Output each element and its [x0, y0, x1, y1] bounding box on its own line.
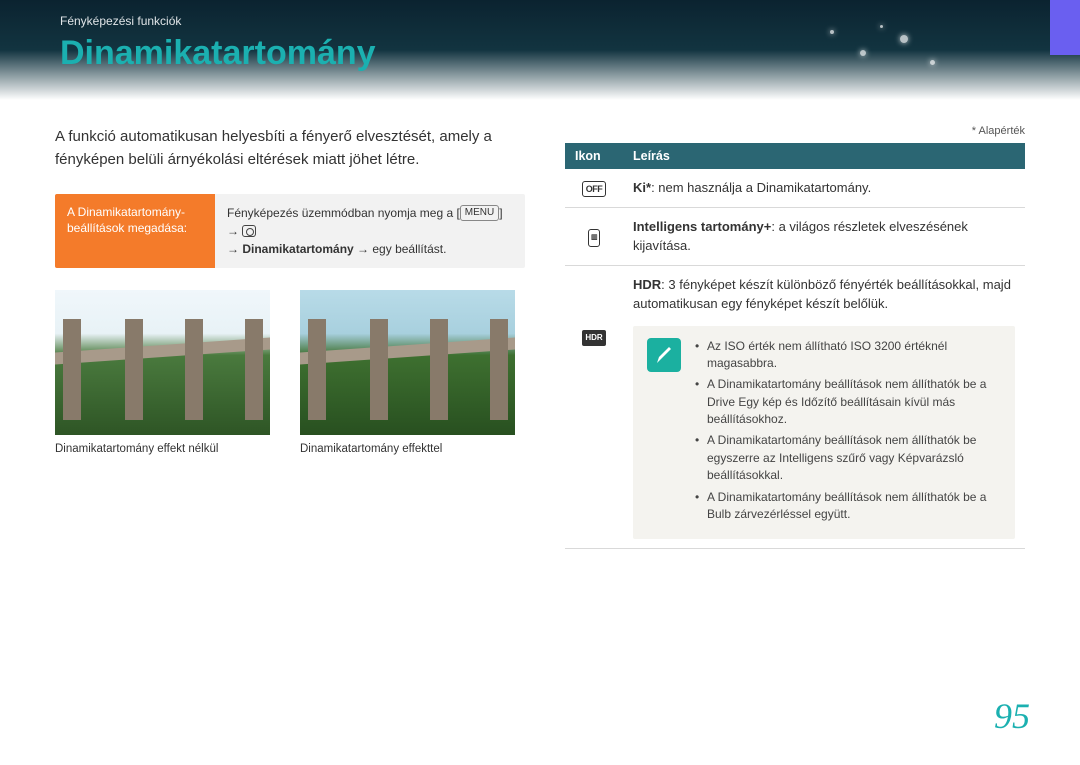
hdr-icon: HDR	[565, 265, 623, 549]
table-row: OFF Ki*: nem használja a Dinamikatartomá…	[565, 169, 1025, 207]
setting-body: Fényképezés üzemmódban nyomja meg a [MEN…	[215, 194, 525, 268]
sample-without-caption: Dinamikatartomány effekt nélkül	[55, 443, 270, 455]
intro-text: A funkció automatikusan helyesbíti a fén…	[55, 125, 525, 172]
table-row: ▥ Intelligens tartomány+: a világos rész…	[565, 207, 1025, 265]
row-desc: HDR: 3 fényképet készít különböző fényér…	[623, 265, 1025, 549]
sample-with-caption: Dinamikatartomány effekttel	[300, 443, 515, 455]
page-header: Fényképezési funkciók Dinamikatartomány	[0, 0, 1080, 100]
sample-with-img	[300, 290, 515, 435]
note-item: A Dinamikatartomány beállítások nem állí…	[695, 432, 1001, 484]
off-icon: OFF	[565, 169, 623, 207]
note-item: Az ISO érték nem állítható ISO 3200 érté…	[695, 338, 1001, 373]
note-list: Az ISO érték nem állítható ISO 3200 érté…	[695, 338, 1001, 528]
setting-label-line1: A Dinamikatartomány-	[67, 205, 185, 219]
pen-icon	[647, 338, 681, 372]
setting-label-line2: beállítások megadása:	[67, 221, 187, 235]
sample-with: Dinamikatartomány effekttel	[300, 290, 515, 455]
th-desc: Leírás	[623, 143, 1025, 169]
page-number: 95	[994, 695, 1030, 737]
spec-table: Ikon Leírás OFF Ki*: nem használja a Din…	[565, 143, 1025, 549]
setting-label: A Dinamikatartomány- beállítások megadás…	[55, 194, 215, 268]
th-icon: Ikon	[565, 143, 623, 169]
sample-without-img	[55, 290, 270, 435]
note-item: A Dinamikatartomány beállítások nem állí…	[695, 376, 1001, 428]
camera-icon	[242, 225, 256, 237]
content-area: A funkció automatikusan helyesbíti a fén…	[0, 100, 1080, 549]
side-tab	[1050, 0, 1080, 55]
setting-bold: Dinamikatartomány	[242, 242, 353, 256]
setting-prefix: Fényképezés üzemmódban nyomja meg a [	[227, 206, 460, 220]
sample-without: Dinamikatartomány effekt nélkül	[55, 290, 270, 455]
row-desc: Intelligens tartomány+: a világos részle…	[623, 207, 1025, 265]
note-box: Az ISO érték nem állítható ISO 3200 érté…	[633, 326, 1015, 540]
smart-range-icon: ▥	[565, 207, 623, 265]
header-decoration	[820, 20, 960, 80]
menu-button-icon: MENU	[460, 205, 499, 221]
table-row: HDR HDR: 3 fényképet készít különböző fé…	[565, 265, 1025, 549]
sample-images: Dinamikatartomány effekt nélkül Dinamika…	[55, 290, 525, 455]
right-column: * Alapérték Ikon Leírás OFF Ki*: nem has…	[565, 125, 1025, 549]
left-column: A funkció automatikusan helyesbíti a fén…	[55, 125, 525, 549]
row-desc: Ki*: nem használja a Dinamikatartomány.	[623, 169, 1025, 207]
note-item: A Dinamikatartomány beállítások nem állí…	[695, 489, 1001, 524]
setting-suffix: → egy beállítást.	[354, 242, 447, 256]
setting-arrow2: →	[227, 242, 242, 256]
setting-instruction: A Dinamikatartomány- beállítások megadás…	[55, 194, 525, 268]
default-note: * Alapérték	[565, 125, 1025, 137]
